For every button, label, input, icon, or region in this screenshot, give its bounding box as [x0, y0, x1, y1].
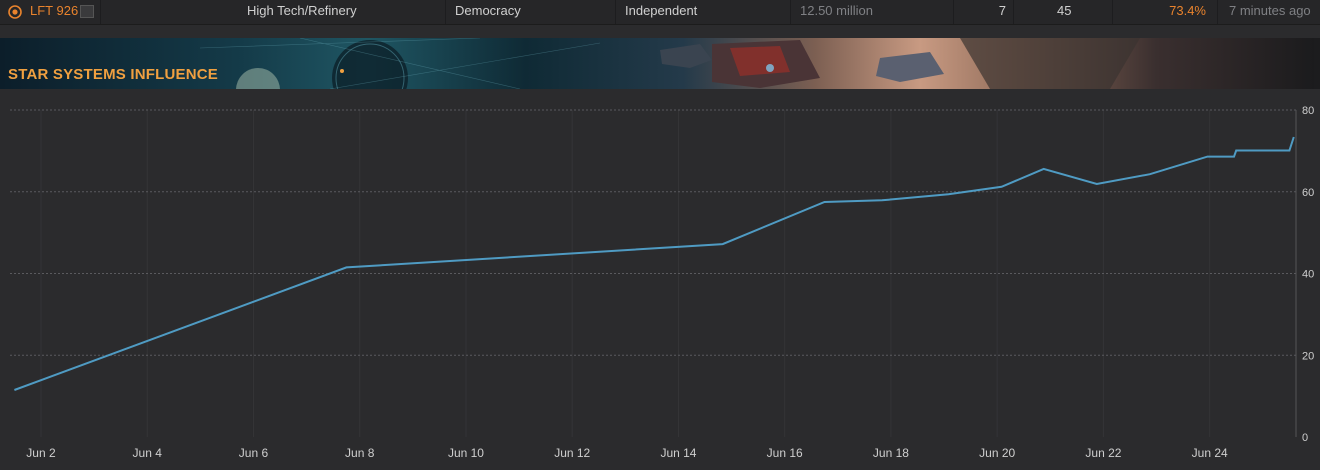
banner-edge: [1314, 38, 1320, 89]
count-cell-b: 45: [1057, 3, 1072, 18]
external-link-icon[interactable]: [80, 5, 94, 18]
x-tick-label: Jun 24: [1192, 446, 1228, 460]
column-divider: [1013, 0, 1014, 24]
chart-gridlines: [10, 109, 1297, 437]
influence-cell: 73.4%: [1169, 3, 1206, 18]
y-tick-label: 40: [1302, 269, 1314, 281]
government-cell: Democracy: [455, 3, 521, 18]
column-divider: [1112, 0, 1113, 24]
x-tick-label: Jun 14: [660, 446, 696, 460]
section-banner: STAR SYSTEMS INFLUENCE: [0, 38, 1314, 89]
x-tick-label: Jun 16: [767, 446, 803, 460]
x-tick-label: Jun 12: [554, 446, 590, 460]
x-tick-label: Jun 6: [239, 446, 269, 460]
x-tick-label: Jun 22: [1085, 446, 1121, 460]
allegiance-cell: Independent: [625, 3, 698, 18]
x-axis-ticks: Jun 2 Jun 4 Jun 6 Jun 8 Jun 10 Jun 12 Jun 14 Ju…: [26, 446, 1228, 460]
x-tick-label: Jun 2: [26, 446, 56, 460]
y-tick-label: 60: [1302, 187, 1314, 199]
column-divider: [790, 0, 791, 24]
system-row[interactable]: LFT 926 High Tech/Refinery Democracy Ind…: [0, 0, 1320, 25]
system-name-link[interactable]: LFT 926: [30, 3, 79, 18]
faction-emblem-icon: [8, 5, 22, 19]
updated-cell: 7 minutes ago: [1229, 3, 1311, 18]
y-axis-ticks: 0 20 40 60 80: [1302, 105, 1314, 444]
x-tick-label: Jun 20: [979, 446, 1015, 460]
column-divider: [1217, 0, 1218, 24]
x-tick-label: Jun 18: [873, 446, 909, 460]
economy-cell: High Tech/Refinery: [247, 3, 357, 18]
section-title: STAR SYSTEMS INFLUENCE: [8, 66, 218, 83]
population-cell: 12.50 million: [800, 3, 873, 18]
banner-artwork: [199, 38, 1140, 89]
x-tick-label: Jun 8: [345, 446, 375, 460]
influence-series-line: [14, 136, 1295, 391]
y-tick-label: 20: [1302, 350, 1314, 362]
x-tick-label: Jun 4: [133, 446, 163, 460]
column-divider: [953, 0, 954, 24]
y-tick-label: 80: [1302, 105, 1314, 117]
column-divider: [615, 0, 616, 24]
x-tick-label: Jun 10: [448, 446, 484, 460]
y-tick-label: 0: [1302, 432, 1308, 444]
influence-line-chart: Jun 2 Jun 4 Jun 6 Jun 8 Jun 10 Jun 12 Jun 14 Ju…: [10, 105, 1314, 460]
column-divider: [100, 0, 101, 24]
column-divider: [445, 0, 446, 24]
count-cell-a: 7: [998, 3, 1006, 18]
